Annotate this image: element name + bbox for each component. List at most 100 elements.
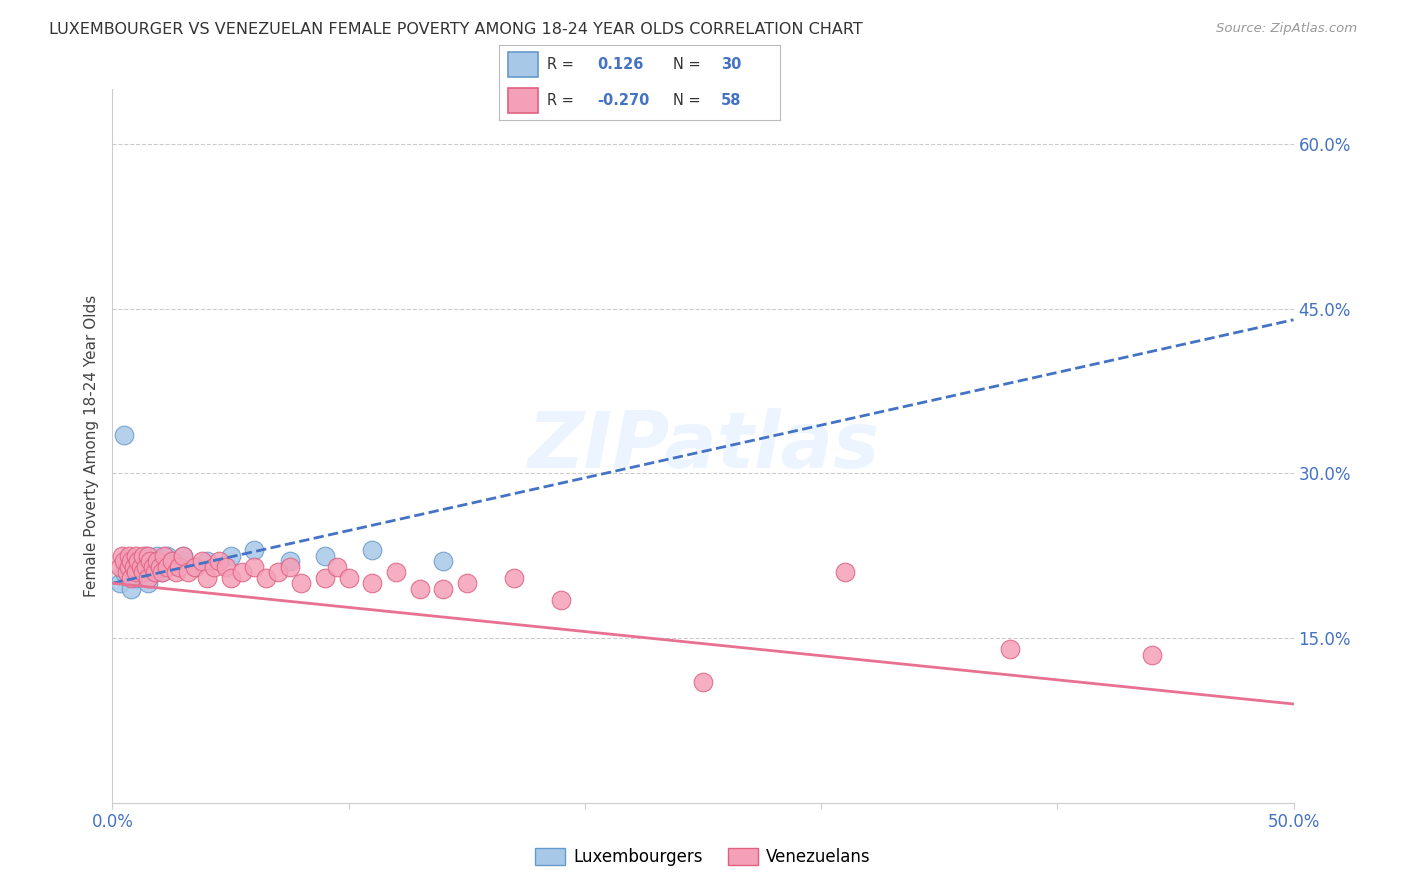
Text: 0.126: 0.126	[598, 57, 644, 72]
Point	[111, 549, 134, 563]
Point	[267, 566, 290, 580]
Text: R =: R =	[547, 57, 574, 72]
Point	[146, 554, 169, 568]
Point	[998, 642, 1021, 657]
Point	[150, 566, 173, 580]
Point	[432, 582, 454, 596]
Text: Source: ZipAtlas.com: Source: ZipAtlas.com	[1216, 22, 1357, 36]
Point	[195, 571, 218, 585]
Point	[408, 582, 430, 596]
Point	[149, 559, 172, 574]
Text: -0.270: -0.270	[598, 93, 650, 108]
Point	[153, 549, 176, 563]
Text: N =: N =	[673, 93, 702, 108]
Point	[142, 554, 165, 568]
Point	[142, 559, 165, 574]
Point	[146, 549, 169, 563]
Point	[125, 566, 148, 580]
Point	[108, 576, 131, 591]
Point	[1140, 648, 1163, 662]
Point	[143, 566, 166, 580]
Point	[125, 549, 148, 563]
Point	[243, 543, 266, 558]
Point	[314, 571, 336, 585]
Point	[120, 582, 142, 596]
Point	[132, 549, 155, 563]
Bar	[508, 87, 538, 112]
Point	[129, 559, 152, 574]
Point	[191, 554, 214, 568]
Point	[167, 559, 190, 574]
Point	[456, 576, 478, 591]
Point	[432, 554, 454, 568]
Point	[550, 592, 572, 607]
Point	[202, 559, 225, 574]
Text: N =: N =	[673, 57, 702, 72]
Point	[112, 566, 135, 580]
Point	[149, 559, 172, 574]
Point	[150, 566, 173, 580]
Point	[278, 554, 301, 568]
Point	[129, 559, 152, 574]
Point	[127, 554, 149, 568]
Point	[184, 559, 207, 574]
Point	[314, 549, 336, 563]
Point	[118, 554, 141, 568]
Point	[195, 554, 218, 568]
Point	[132, 566, 155, 580]
Point	[139, 559, 162, 574]
Point	[172, 549, 194, 563]
Point	[118, 549, 141, 563]
Point	[112, 554, 135, 568]
Point	[219, 549, 242, 563]
Point	[692, 675, 714, 690]
Point	[136, 576, 159, 591]
Point	[361, 543, 384, 558]
Point	[115, 566, 138, 580]
Point	[112, 428, 135, 442]
Point	[156, 549, 179, 563]
Point	[135, 549, 157, 563]
Point	[143, 566, 166, 580]
Point	[326, 559, 349, 574]
Point	[156, 559, 179, 574]
Point	[122, 559, 145, 574]
Point	[125, 571, 148, 585]
Point	[219, 571, 242, 585]
Point	[139, 554, 162, 568]
Text: LUXEMBOURGER VS VENEZUELAN FEMALE POVERTY AMONG 18-24 YEAR OLDS CORRELATION CHAR: LUXEMBOURGER VS VENEZUELAN FEMALE POVERT…	[49, 22, 863, 37]
Point	[208, 554, 231, 568]
Text: 30: 30	[721, 57, 741, 72]
Point	[160, 554, 183, 568]
Point	[231, 566, 253, 580]
Point	[254, 571, 277, 585]
Bar	[508, 52, 538, 78]
Y-axis label: Female Poverty Among 18-24 Year Olds: Female Poverty Among 18-24 Year Olds	[83, 295, 98, 597]
Point	[243, 559, 266, 574]
Legend: Luxembourgers, Venezuelans: Luxembourgers, Venezuelans	[529, 841, 877, 873]
Point	[118, 559, 141, 574]
Point	[834, 566, 856, 580]
Point	[108, 559, 131, 574]
Point	[215, 559, 238, 574]
Point	[503, 571, 526, 585]
Point	[290, 576, 312, 591]
Point	[122, 559, 145, 574]
Point	[120, 571, 142, 585]
Point	[385, 566, 408, 580]
Point	[132, 566, 155, 580]
Point	[177, 566, 200, 580]
Text: R =: R =	[547, 93, 574, 108]
Point	[136, 549, 159, 563]
Point	[172, 549, 194, 563]
Point	[167, 559, 190, 574]
Point	[184, 559, 207, 574]
Point	[361, 576, 384, 591]
Text: ZIPatlas: ZIPatlas	[527, 408, 879, 484]
Point	[127, 554, 149, 568]
Point	[120, 554, 142, 568]
Text: 58: 58	[721, 93, 742, 108]
Point	[278, 559, 301, 574]
Point	[160, 554, 183, 568]
Point	[135, 559, 157, 574]
